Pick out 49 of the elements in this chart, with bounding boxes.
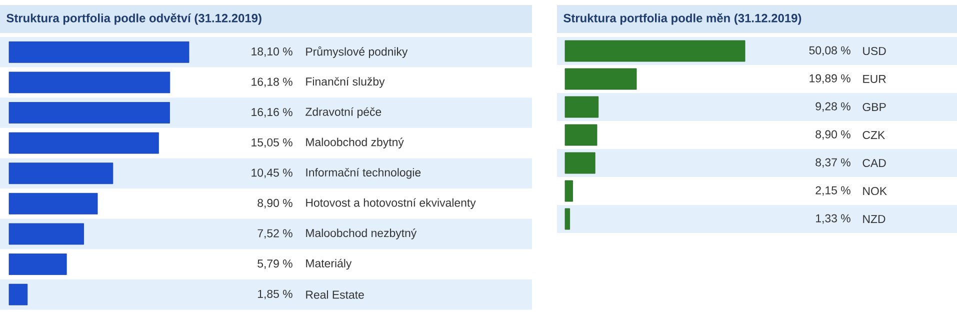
data-label: 18,10 % — [252, 47, 292, 57]
y-tick-label: Finanční služby — [306, 77, 385, 88]
y-tick-label: CZK — [862, 130, 886, 140]
bar — [8, 162, 114, 184]
data-label: 50,08 % — [809, 46, 850, 56]
y-tick-label: EUR — [863, 75, 886, 83]
bar — [8, 223, 84, 245]
data-label: 16,18 % — [252, 78, 292, 88]
chart-title: Struktura portfolia podle odvětví (31.12.2019) — [6, 13, 262, 25]
y-tick-label: Hotovost a hotovostní ekvivalenty — [306, 198, 476, 210]
y-tick-label: NOK — [863, 186, 887, 196]
bar — [564, 124, 598, 146]
y-tick-label: Maloobchod nezbytný — [306, 228, 417, 240]
data-label: 8,90 % — [816, 130, 850, 140]
bar — [8, 192, 98, 214]
bar — [8, 284, 28, 306]
y-tick-label: NZD — [863, 215, 886, 223]
y-tick-label: Materiály — [306, 258, 352, 270]
y-tick-label: CAD — [862, 158, 886, 168]
y-tick-label: USD — [863, 46, 886, 56]
data-label: 5,79 % — [258, 260, 292, 269]
bar — [8, 254, 67, 275]
data-label: 2,15 % — [816, 186, 850, 196]
y-tick-label: Real Estate — [306, 290, 364, 299]
data-label: 9,28 % — [816, 102, 850, 112]
y-tick-label: Informační technologie — [306, 168, 421, 179]
data-label: 15,05 % — [252, 138, 292, 148]
bar — [8, 132, 159, 154]
data-label: 1,85 % — [258, 290, 292, 300]
data-label: 16,16 % — [252, 108, 292, 118]
bar — [564, 152, 596, 174]
data-label: 10,45 % — [252, 168, 292, 178]
data-label: 19,89 % — [810, 74, 850, 84]
data-label: 8,37 % — [816, 158, 850, 168]
bar — [8, 41, 190, 63]
y-tick-label: Průmyslové podniky — [306, 46, 408, 58]
y-tick-label: Maloobchod zbytný — [306, 138, 404, 148]
bar — [8, 102, 170, 124]
chart-title: Struktura portfolia podle měn (31.12.2019) — [564, 13, 802, 25]
bar — [564, 208, 570, 230]
data-label: 7,52 % — [258, 229, 292, 239]
data-label: 8,90 % — [258, 198, 292, 208]
data-label: 1,33 % — [816, 214, 850, 224]
bar — [564, 96, 599, 118]
bar — [564, 180, 573, 202]
bar — [564, 68, 637, 90]
y-tick-label: GBP — [862, 102, 886, 112]
y-tick-label: Zdravotní péče — [306, 107, 382, 118]
bar — [8, 72, 170, 94]
